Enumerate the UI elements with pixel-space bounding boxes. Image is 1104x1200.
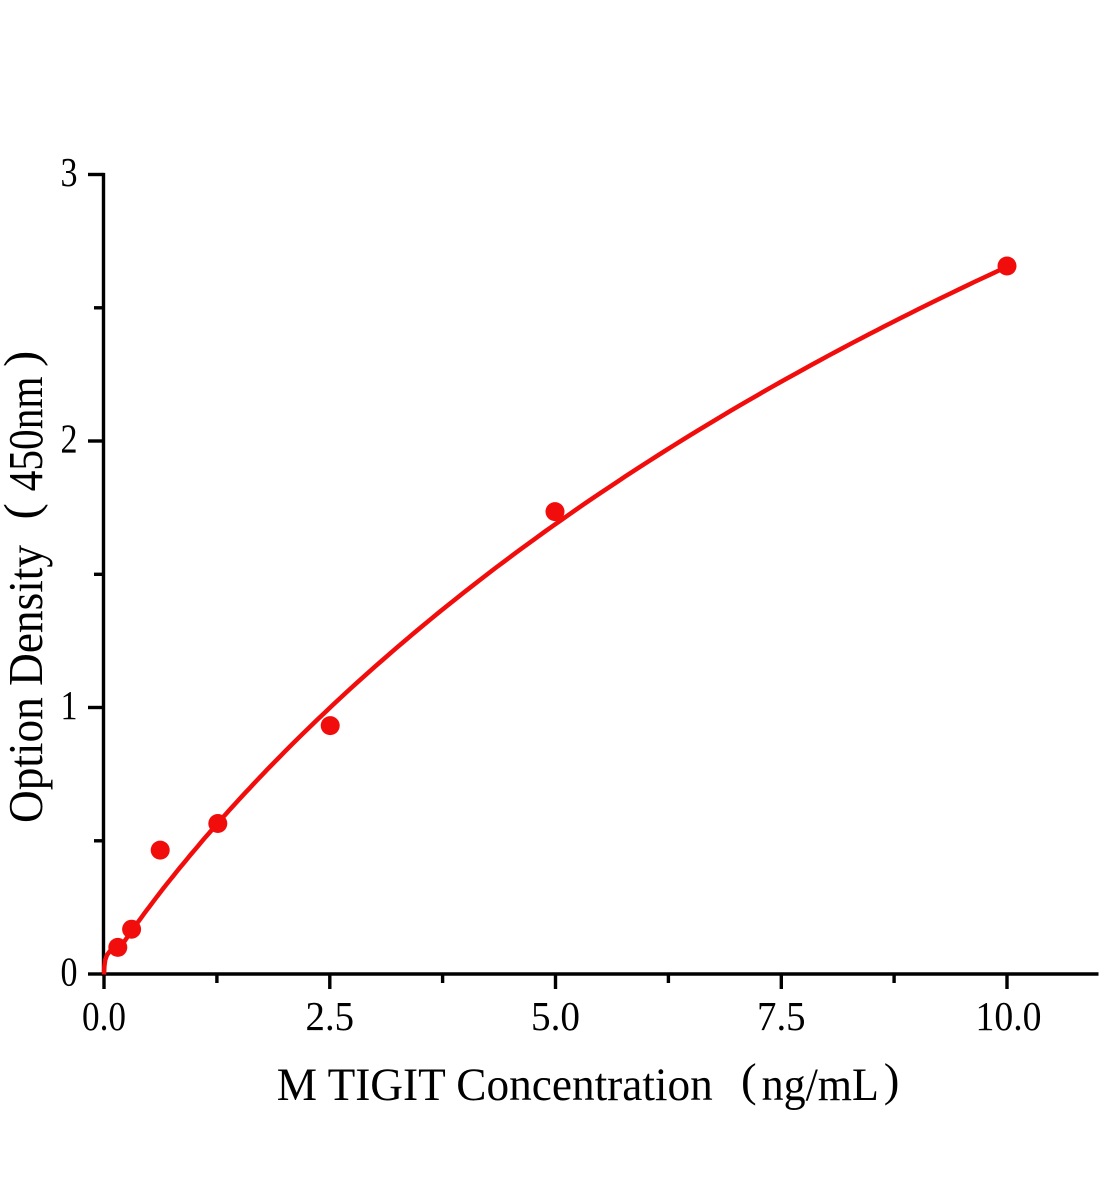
- svg-text:10.0: 10.0: [976, 993, 1042, 1039]
- svg-text:): ): [0, 351, 49, 367]
- svg-text:450nm: 450nm: [0, 377, 53, 492]
- svg-text:): ): [884, 1055, 900, 1107]
- svg-text:5.0: 5.0: [531, 993, 580, 1039]
- svg-text:(: (: [741, 1055, 757, 1107]
- svg-text:(: (: [0, 503, 49, 519]
- svg-text:M TIGIT Concentration: M TIGIT Concentration: [277, 1059, 713, 1111]
- svg-text:2: 2: [61, 415, 78, 461]
- svg-text:3: 3: [61, 149, 78, 195]
- svg-text:0.0: 0.0: [82, 993, 126, 1039]
- svg-text:ng/mL: ng/mL: [762, 1059, 879, 1111]
- svg-text:2.5: 2.5: [306, 993, 355, 1039]
- svg-text:Option Density: Option Density: [0, 545, 53, 823]
- svg-text:1: 1: [61, 682, 78, 728]
- svg-text:0: 0: [61, 948, 78, 994]
- svg-text:7.5: 7.5: [757, 993, 806, 1039]
